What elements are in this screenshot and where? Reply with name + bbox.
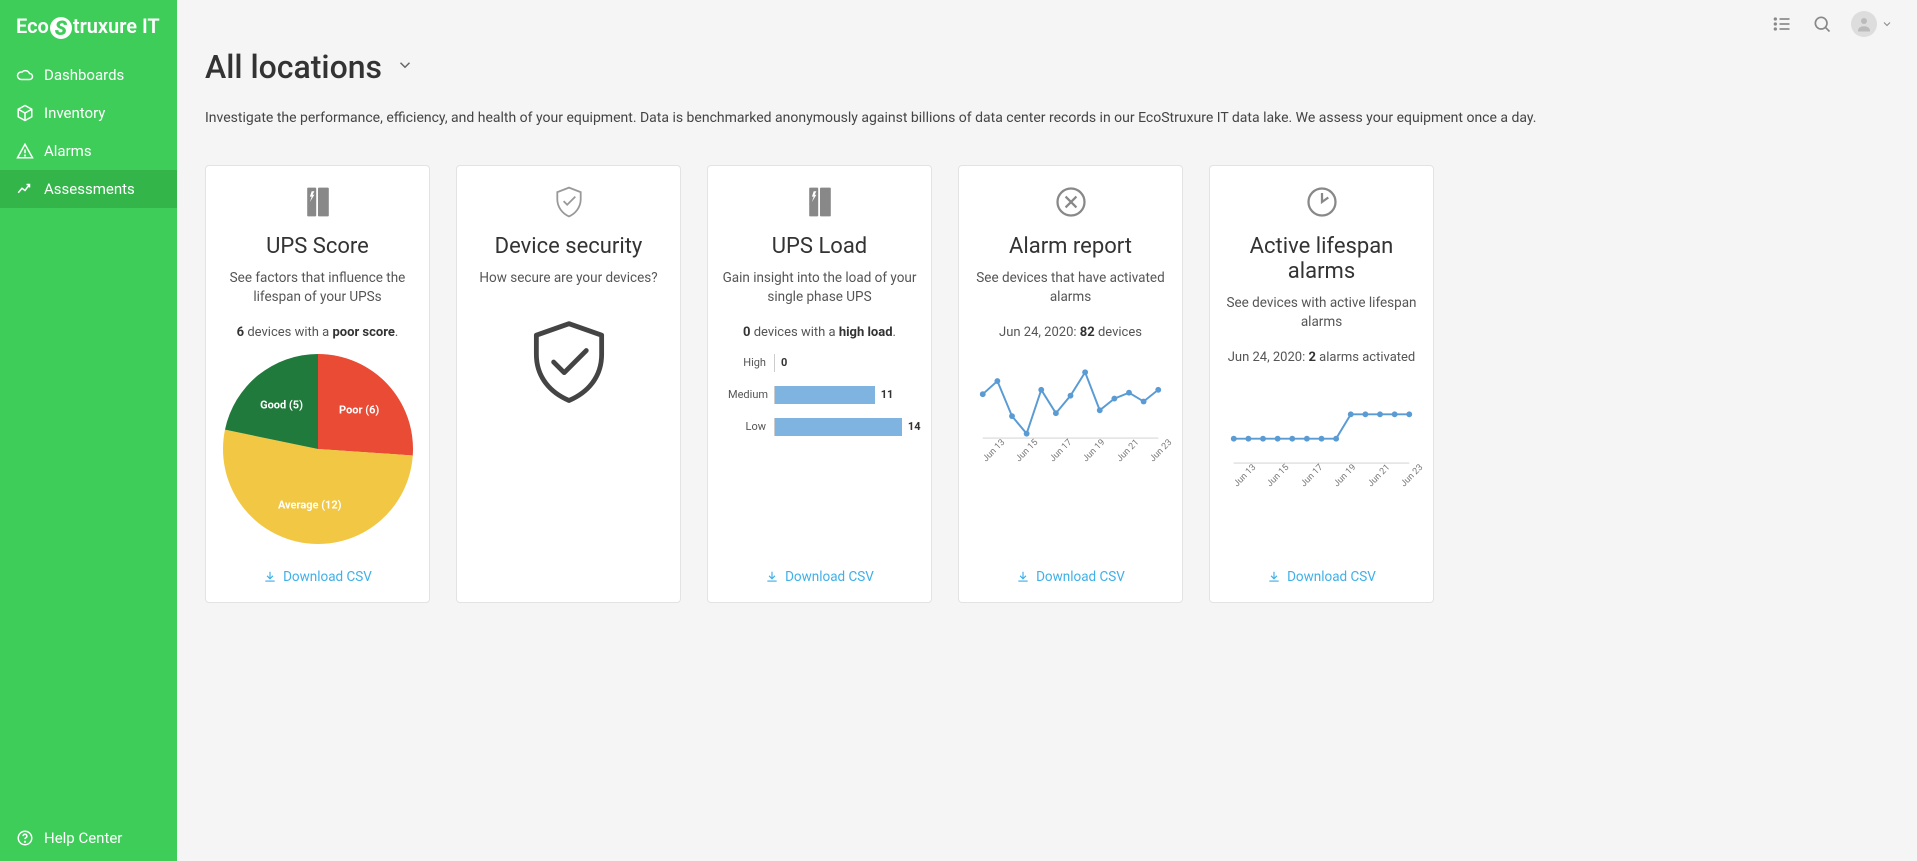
card-stat: Jun 24, 2020: 2 alarms activated	[1224, 350, 1419, 365]
server-icon	[220, 184, 415, 220]
lifespan-line-chart: Jun 13Jun 15Jun 17Jun 19Jun 21Jun 23	[1224, 379, 1419, 492]
card-title: Device security	[471, 234, 666, 259]
user-menu[interactable]	[1851, 11, 1893, 37]
help-circle-icon	[16, 829, 34, 847]
brand-prefix: Eco	[16, 14, 49, 38]
pie-slice-label: Good (5)	[260, 398, 303, 411]
card-ups-score[interactable]: UPS Score See factors that influence the…	[205, 165, 430, 603]
avatar-icon	[1851, 11, 1877, 37]
sidebar-item-dashboards[interactable]: Dashboards	[0, 56, 177, 94]
card-stat: 6 devices with a poor score.	[220, 325, 415, 340]
x-axis-labels: Jun 13Jun 15Jun 17Jun 19Jun 21Jun 23	[973, 453, 1168, 467]
page-title-dropdown[interactable]: All locations	[205, 48, 1889, 86]
page-header: All locations Investigate the performanc…	[177, 48, 1917, 147]
card-lifespan-alarms[interactable]: Active lifespan alarms See devices with …	[1209, 165, 1434, 603]
sidebar-item-label: Inventory	[44, 104, 105, 122]
search-icon[interactable]	[1811, 13, 1833, 35]
card-desc: See devices that have activated alarms	[973, 269, 1168, 307]
bar-row: Medium 11	[728, 386, 911, 404]
card-alarm-report[interactable]: Alarm report See devices that have activ…	[958, 165, 1183, 603]
bar-label: High	[728, 356, 774, 369]
bar-row: High 0	[728, 354, 911, 372]
pie-slice-label: Average (12)	[278, 499, 342, 512]
card-desc: How secure are your devices?	[471, 269, 666, 288]
chart-line-icon	[16, 180, 34, 198]
shield-icon	[471, 184, 666, 220]
box-icon	[16, 104, 34, 122]
card-stat: 0 devices with a high load.	[722, 325, 917, 340]
shield-check-large-icon	[521, 316, 617, 416]
page-title: All locations	[205, 48, 382, 86]
cards-row: UPS Score See factors that influence the…	[177, 147, 1917, 643]
card-desc: See devices with active lifespan alarms	[1224, 294, 1419, 332]
card-title: Active lifespan alarms	[1224, 234, 1419, 284]
main-area: All locations Investigate the performanc…	[177, 0, 1917, 861]
server-icon	[722, 184, 917, 220]
bar-value: 0	[775, 354, 787, 372]
sidebar-item-label: Dashboards	[44, 66, 124, 84]
card-ups-load[interactable]: UPS Load Gain insight into the load of y…	[707, 165, 932, 603]
ups-load-bar-chart: High 0 Medium 11 Low 14	[722, 354, 917, 450]
sidebar-item-alarms[interactable]: Alarms	[0, 132, 177, 170]
download-csv-link[interactable]: Download CSV	[263, 569, 372, 585]
download-icon	[1016, 570, 1030, 584]
chevron-down-icon	[396, 56, 414, 78]
card-title: Alarm report	[973, 234, 1168, 259]
ups-score-pie-chart: Poor (6) Average (12) Good (5)	[223, 354, 413, 544]
brand-logo: EcoStruxure IT	[0, 0, 177, 56]
help-center-link[interactable]: Help Center	[0, 815, 177, 861]
card-stat: Jun 24, 2020: 82 devices	[973, 325, 1168, 340]
bar-value: 14	[902, 418, 921, 436]
alarm-report-line-chart: Jun 13Jun 15Jun 17Jun 19Jun 21Jun 23	[973, 354, 1168, 467]
x-axis-labels: Jun 13Jun 15Jun 17Jun 19Jun 21Jun 23	[1224, 478, 1419, 492]
card-title: UPS Score	[220, 234, 415, 259]
download-icon	[263, 570, 277, 584]
download-csv-link[interactable]: Download CSV	[1016, 569, 1125, 585]
bar-track: 0	[774, 354, 911, 372]
alert-triangle-icon	[16, 142, 34, 160]
sidebar-item-label: Assessments	[44, 180, 135, 198]
bar-label: Medium	[728, 388, 774, 401]
cloud-icon	[16, 66, 34, 84]
sidebar-nav: Dashboards Inventory Alarms Assessments	[0, 56, 177, 815]
bar-track: 14	[774, 418, 911, 436]
brand-s-icon: S	[50, 17, 72, 39]
brand-suffix: truxure IT	[73, 14, 160, 38]
pie-slice-label: Poor (6)	[339, 403, 379, 416]
download-csv-link[interactable]: Download CSV	[1267, 569, 1376, 585]
bar-value: 11	[875, 386, 894, 404]
chevron-down-icon	[1881, 18, 1893, 30]
sidebar: EcoStruxure IT Dashboards Inventory A	[0, 0, 177, 861]
x-circle-icon	[973, 184, 1168, 220]
help-center-label: Help Center	[44, 829, 122, 847]
download-icon	[1267, 570, 1281, 584]
bar-track: 11	[774, 386, 911, 404]
sidebar-item-inventory[interactable]: Inventory	[0, 94, 177, 132]
clock-icon	[1224, 184, 1419, 220]
card-device-security[interactable]: Device security How secure are your devi…	[456, 165, 681, 603]
card-title: UPS Load	[722, 234, 917, 259]
topbar	[177, 0, 1917, 48]
list-view-icon[interactable]	[1771, 13, 1793, 35]
bar-label: Low	[728, 420, 774, 433]
card-desc: See factors that influence the lifespan …	[220, 269, 415, 307]
sidebar-item-label: Alarms	[44, 142, 92, 160]
page-subtitle: Investigate the performance, efficiency,…	[205, 108, 1889, 129]
bar-row: Low 14	[728, 418, 911, 436]
card-desc: Gain insight into the load of your singl…	[722, 269, 917, 307]
sidebar-item-assessments[interactable]: Assessments	[0, 170, 177, 208]
download-icon	[765, 570, 779, 584]
download-csv-link[interactable]: Download CSV	[765, 569, 874, 585]
